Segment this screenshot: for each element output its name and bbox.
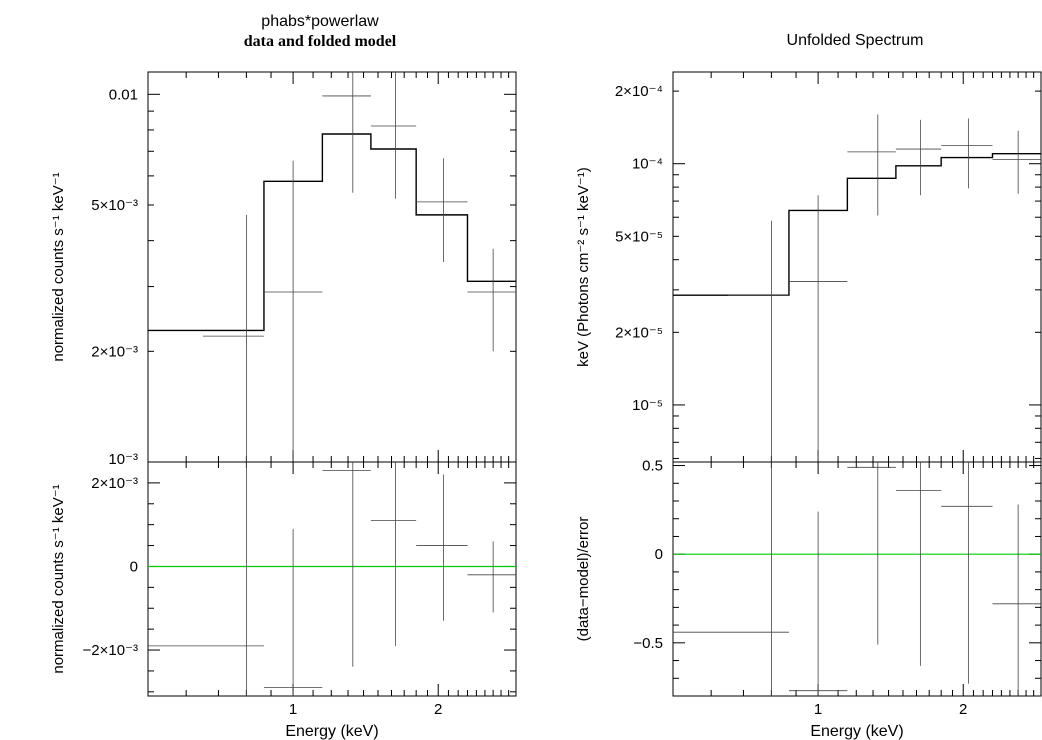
y-tick-label: 5×10⁻³ [91, 197, 138, 214]
x-tick-label: 2 [434, 701, 442, 718]
panel-1: 0.01 5×10⁻³ 2×10⁻³ 10⁻³ normalized counts s⁻… [50, 13, 517, 468]
y-tick-label: 0.5 [642, 458, 663, 475]
data-point [416, 474, 468, 621]
data-point [263, 160, 323, 462]
y-tick-label: 2×10⁻³ [91, 475, 138, 492]
plot-frame [672, 71, 1042, 463]
data-point [992, 130, 1041, 194]
data-point [370, 462, 417, 646]
data-point [727, 220, 789, 462]
y-axis-label: normalized counts s⁻¹ keV⁻¹ [50, 484, 67, 673]
x-tick-label: 1 [814, 701, 822, 718]
y-axis-label: (data−model)/error [575, 517, 592, 642]
y-tick-label: 10⁻³ [108, 451, 138, 468]
y-tick-label: 0.01 [109, 86, 138, 103]
y-axis-label: keV (Photons cm⁻² s⁻¹ keV⁻¹) [575, 167, 592, 367]
chart-subtitle: data and folded model [244, 33, 397, 50]
data-point [895, 119, 942, 196]
chart-title: phabs*powerlaw [261, 13, 379, 30]
x-tick-label: 1 [289, 701, 297, 718]
y-tick-label: 2×10⁻⁵ [615, 324, 663, 341]
data-point [941, 118, 993, 189]
data-point [467, 248, 516, 352]
data-point [673, 462, 789, 696]
plot-frame [147, 71, 517, 463]
y-tick-label: 0 [655, 546, 663, 563]
y-tick-label: 5×10⁻⁵ [615, 228, 663, 245]
data-point [148, 462, 264, 696]
data-point [941, 462, 993, 684]
x-axis-label: Energy (keV) [810, 723, 903, 740]
panel-3: 2×10⁻⁴ 10⁻⁴ 5×10⁻⁵ 2×10⁻⁵ 10⁻⁵ keV (Photons c… [575, 32, 1042, 463]
panel-2: 2×10⁻³ 0 −2×10⁻³ 1 2 Energy (keV) normalized c… [50, 461, 517, 740]
data-point [992, 504, 1041, 696]
chart-title: Unfolded Spectrum [787, 32, 924, 49]
model-step-line [673, 153, 1041, 296]
y-tick-label: 2×10⁻⁴ [615, 83, 663, 100]
data-point [467, 541, 516, 613]
model-step-line [148, 133, 516, 332]
plot-frame [672, 461, 1042, 697]
data-point [322, 72, 371, 193]
data-point [202, 214, 264, 462]
panel-4: 0.5 0 −0.5 1 2 Energy (keV) (data−model)/error [575, 458, 1042, 740]
data-point [370, 72, 417, 199]
y-tick-label: −2×10⁻³ [83, 642, 138, 659]
y-tick-label: −0.5 [633, 635, 663, 652]
y-tick-label: 10⁻⁵ [632, 397, 663, 414]
y-axis-label: normalized counts s⁻¹ keV⁻¹ [50, 172, 67, 361]
data-point [788, 195, 848, 462]
data-point [416, 158, 468, 262]
y-tick-label: 2×10⁻³ [91, 343, 138, 360]
x-tick-label: 2 [959, 701, 967, 718]
data-point [895, 462, 942, 666]
data-point [322, 462, 371, 667]
x-axis-label: Energy (keV) [285, 723, 378, 740]
y-tick-label: 0 [130, 558, 138, 575]
data-point [847, 462, 896, 645]
data-point [788, 511, 848, 696]
data-point [847, 114, 896, 216]
y-tick-label: 10⁻⁴ [632, 156, 663, 173]
plot-frame [147, 461, 517, 697]
data-point [263, 528, 323, 696]
